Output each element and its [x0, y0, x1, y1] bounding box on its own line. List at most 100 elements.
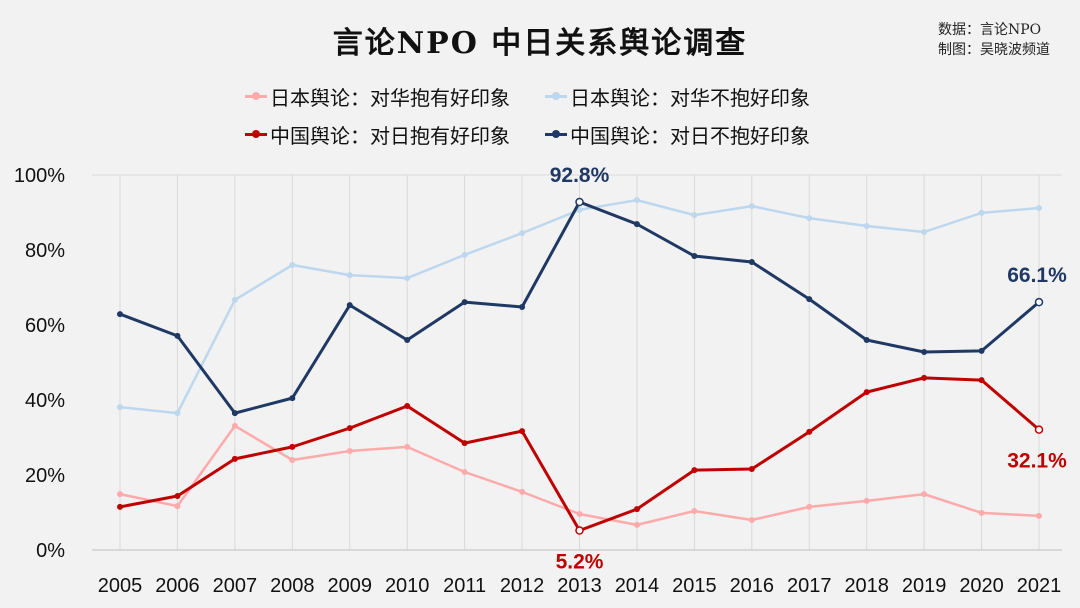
y-tick-label: 60% [25, 315, 65, 337]
credit-line: 制图：吴晓波频道 [938, 42, 1050, 58]
data-point [921, 349, 928, 355]
x-tick-label: 2017 [787, 575, 832, 597]
data-point [978, 209, 985, 216]
data-point [346, 272, 353, 279]
x-tick-label: 2011 [443, 575, 486, 597]
data-point [461, 469, 468, 475]
data-label: 32.1% [1007, 450, 1067, 473]
data-point [231, 296, 238, 303]
data-point [289, 262, 296, 268]
data-point [863, 223, 870, 229]
data-point [921, 491, 928, 498]
data-point [117, 491, 123, 498]
data-point [691, 467, 698, 474]
data-point [806, 215, 813, 222]
data-point [921, 229, 928, 235]
data-point [633, 506, 640, 513]
data-point [519, 230, 526, 237]
legend-item: 日本舆论：对华不抱好印象 [545, 82, 810, 111]
y-tick-label: 20% [25, 465, 65, 487]
data-point [1036, 205, 1042, 211]
data-point [575, 526, 584, 535]
data-point [519, 304, 526, 310]
data-point [691, 508, 698, 514]
x-tick-label: 2013 [557, 575, 602, 597]
data-point [748, 517, 755, 523]
x-tick-label: 2021 [1017, 575, 1062, 597]
data-point [1034, 297, 1044, 307]
data-point [633, 197, 640, 204]
data-point [117, 503, 123, 510]
y-tick-label: 100% [14, 165, 65, 187]
data-point [404, 403, 411, 409]
data-point [576, 511, 583, 517]
data-point [346, 425, 353, 432]
data-point [404, 275, 411, 282]
chart-title: 言论NPO 中日关系舆论调查 [332, 26, 748, 61]
x-tick-label: 2019 [902, 575, 947, 597]
data-point [748, 259, 755, 265]
x-tick-label: 2016 [730, 575, 775, 597]
x-tick-label: 2006 [155, 575, 200, 597]
data-point [633, 521, 640, 528]
data-label: 66.1% [1007, 264, 1067, 287]
data-point [978, 347, 985, 354]
x-tick-label: 2015 [672, 575, 717, 597]
data-point [174, 410, 181, 417]
x-tick-label: 2010 [385, 575, 430, 597]
data-point [289, 443, 296, 450]
data-point [978, 377, 985, 384]
data-point [174, 332, 181, 339]
data-point [806, 428, 813, 435]
data-point [404, 443, 411, 450]
legend-item: 日本舆论：对华抱有好印象 [245, 82, 510, 111]
data-label: 5.2% [556, 551, 604, 574]
data-point [633, 221, 640, 228]
data-point [404, 337, 411, 343]
data-point [519, 428, 526, 435]
x-tick-label: 2020 [959, 575, 1004, 597]
data-point [289, 457, 296, 463]
data-point [576, 206, 583, 213]
y-tick-label: 80% [25, 240, 65, 262]
data-label: 92.8% [550, 164, 610, 187]
data-point [863, 389, 870, 396]
data-point [461, 440, 468, 447]
x-tick-label: 2005 [98, 575, 143, 597]
x-tick-label: 2012 [500, 575, 545, 597]
legend-item: 中国舆论：对日不抱好印象 [545, 120, 810, 149]
data-point [806, 503, 813, 510]
data-point [231, 410, 238, 417]
data-point [691, 212, 698, 219]
x-tick-label: 2007 [213, 575, 258, 597]
data-point [921, 374, 928, 381]
x-tick-label: 2009 [328, 575, 373, 597]
y-tick-label: 0% [36, 540, 65, 562]
data-point [346, 448, 353, 454]
y-tick-label: 40% [25, 390, 65, 412]
data-point [289, 395, 296, 402]
data-point [863, 337, 870, 343]
data-point [174, 503, 181, 510]
data-point [117, 404, 123, 411]
data-point [1034, 425, 1044, 434]
data-point [691, 253, 698, 259]
data-point [575, 197, 584, 207]
x-tick-label: 2008 [270, 575, 315, 597]
x-tick-label: 2018 [844, 575, 889, 597]
data-point [174, 493, 181, 499]
source-line: 数据：言论NPO [938, 22, 1042, 38]
data-point [863, 497, 870, 504]
data-point [231, 422, 238, 429]
data-point [978, 509, 985, 516]
data-point [117, 311, 123, 318]
data-point [806, 296, 813, 303]
data-point [231, 455, 238, 462]
x-tick-label: 2014 [615, 575, 660, 597]
data-point [748, 466, 755, 472]
data-point [1036, 512, 1042, 519]
data-point [461, 299, 468, 306]
data-point [748, 203, 755, 210]
data-point [461, 251, 468, 258]
